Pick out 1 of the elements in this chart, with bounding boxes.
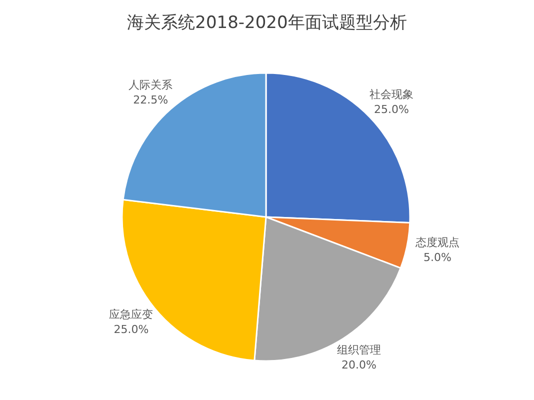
title: 海关系统2018-2020年面试题型分析 [127, 13, 407, 33]
